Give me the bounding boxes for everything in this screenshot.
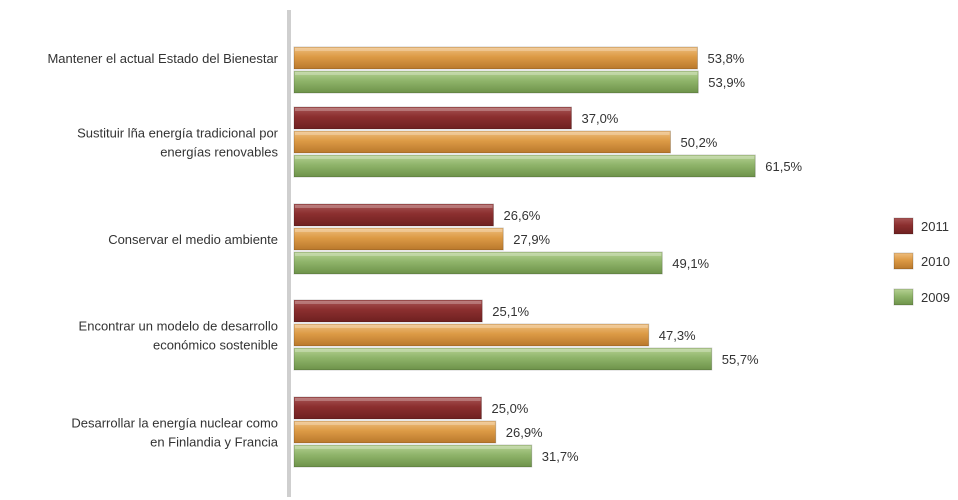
category-label: Conservar el medio ambiente [108,232,278,247]
bar-highlight [295,253,662,256]
bar-highlight [295,205,493,208]
bars [293,46,756,468]
value-label: 53,9% [708,75,745,90]
legend-label: 2010 [921,254,950,269]
bar-highlight [295,301,482,304]
bar-2010-4 [293,420,497,444]
value-label: 26,9% [506,425,543,440]
bar-2009-0 [293,70,699,94]
category-label: Sustituir lña energía tradicional por [77,126,279,141]
legend: 2011 2010 2009 [893,217,950,306]
bar-2010-1 [293,130,671,154]
bar-2011-3 [293,299,483,323]
value-labels: 37,0% 26,6% 25,1% 25,0% 53,8% 50,2% 27,9% 47,3%… [492,51,803,464]
bar-2011-1 [293,106,572,130]
legend-label: 2011 [921,219,949,234]
bar-highlight [295,325,648,328]
value-label: 55,7% [722,352,759,367]
bar-2009-4 [293,444,533,468]
legend-swatch-2011 [893,217,914,235]
bar-2009-3 [293,347,713,371]
category-label: Encontrar un modelo de desarrollo [79,319,278,334]
value-label: 25,1% [492,304,529,319]
bar-highlight [295,132,670,135]
value-label: 26,6% [504,208,541,223]
legend-swatch-2010 [893,252,914,270]
value-label: 37,0% [582,111,619,126]
category-label: Desarrollar la energía nuclear como [71,416,278,431]
bar-highlight [295,446,531,449]
value-label: 49,1% [672,256,709,271]
bar-2010-0 [293,46,698,70]
bar-highlight [295,229,503,232]
bar-highlight [295,72,698,75]
value-label: 61,5% [765,159,802,174]
bar-highlight [295,398,481,401]
category-label: energías renovables [160,145,278,160]
category-label: económico sostenible [153,338,278,353]
category-labels: Mantener el actual Estado del Bienestar S… [47,51,278,450]
bar-highlight [295,349,711,352]
bar-2011-4 [293,396,482,420]
bar-2009-1 [293,154,756,178]
bar-2009-2 [293,251,663,275]
bar-highlight [295,48,697,51]
bar-highlight [295,422,495,425]
value-label: 31,7% [542,449,579,464]
legend-label: 2009 [921,290,950,305]
bar-2010-2 [293,227,504,251]
category-label: Mantener el actual Estado del Bienestar [47,51,278,66]
bar-2011-2 [293,203,494,227]
category-label: en Finlandia y Francia [150,435,279,450]
value-label: 50,2% [681,135,718,150]
value-label: 25,0% [492,401,529,416]
value-label: 47,3% [659,328,696,343]
legend-swatch-2009 [893,288,914,306]
value-label: 27,9% [513,232,550,247]
value-label: 53,8% [708,51,745,66]
bar-highlight [295,156,755,159]
bar-highlight [295,108,571,111]
bar-2010-3 [293,323,650,347]
